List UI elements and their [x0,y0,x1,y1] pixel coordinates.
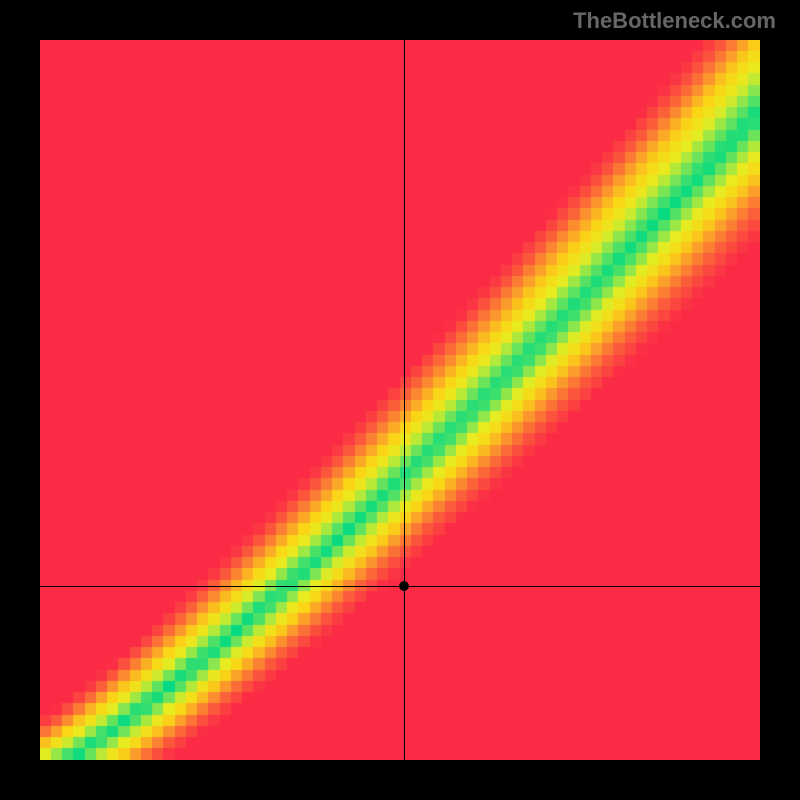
heatmap-canvas [40,40,760,760]
watermark-text: TheBottleneck.com [573,8,776,34]
marker-dot [399,581,409,591]
heatmap-chart [40,40,760,760]
crosshair-vertical [404,40,405,760]
